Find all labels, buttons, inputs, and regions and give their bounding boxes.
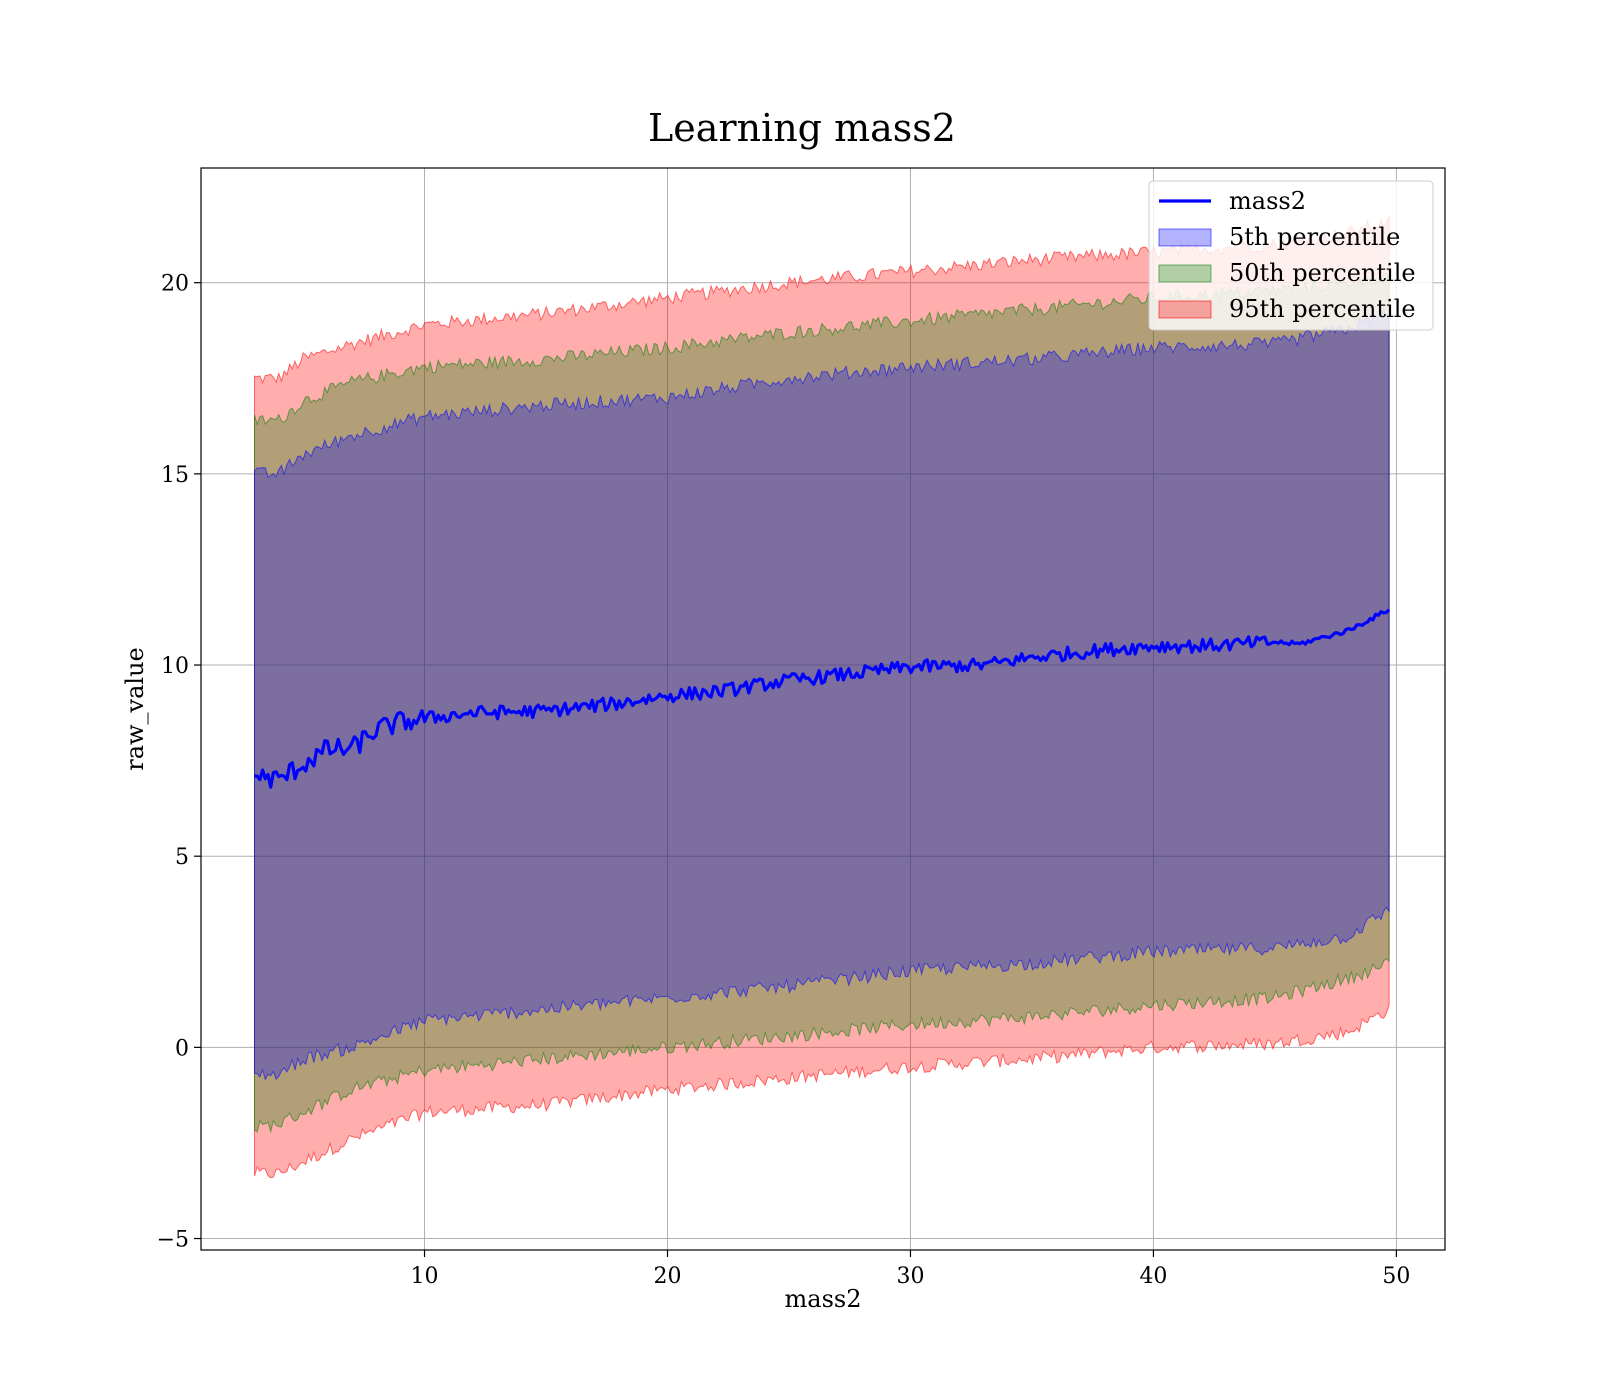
y-tick-label: −5: [157, 1228, 189, 1253]
chart-title: Learning mass2: [648, 106, 956, 150]
band-50th-percentile: [254, 272, 1390, 1134]
x-tick-label: 30: [896, 1264, 924, 1289]
y-tick-label: 15: [161, 463, 189, 488]
y-tick-label: 0: [175, 1036, 189, 1061]
x-tick-label: 20: [654, 1264, 682, 1289]
band-95th-percentile: [254, 215, 1390, 1179]
axes-frame: [200, 167, 1446, 1251]
x-tick-label: 10: [411, 1264, 439, 1289]
x-axis-label: mass2: [785, 1285, 862, 1313]
band-5th-percentile: [254, 307, 1390, 1081]
legend-label: 5th percentile: [1229, 223, 1400, 251]
y-tick-label: 10: [161, 654, 189, 679]
series-lines: [254, 608, 1391, 789]
legend-swatch-95th-percentile: [1158, 300, 1212, 319]
legend-label: 50th percentile: [1229, 259, 1416, 287]
legend-swatch-50th-percentile: [1158, 264, 1212, 283]
legend-box: [1148, 180, 1434, 331]
y-axis-label: raw_value: [121, 647, 149, 771]
grid: [201, 168, 1445, 1250]
y-tick-label: 20: [161, 272, 189, 297]
legend-label: mass2: [1229, 187, 1306, 215]
legend-swatch-5th-percentile: [1158, 228, 1212, 247]
x-tick-label: 40: [1139, 1264, 1167, 1289]
series-line-mass2: [254, 608, 1391, 789]
percentile-bands: [254, 215, 1390, 1179]
axis-ticks: 10 20 30 40 50 −5 0 5 10 15 20: [157, 272, 1411, 1289]
y-tick-label: 5: [175, 845, 189, 870]
legend: mass2 5th percentile 50th percentile 95th p…: [1148, 180, 1434, 331]
x-tick-label: 50: [1382, 1264, 1410, 1289]
legend-label: 95th percentile: [1229, 295, 1416, 323]
